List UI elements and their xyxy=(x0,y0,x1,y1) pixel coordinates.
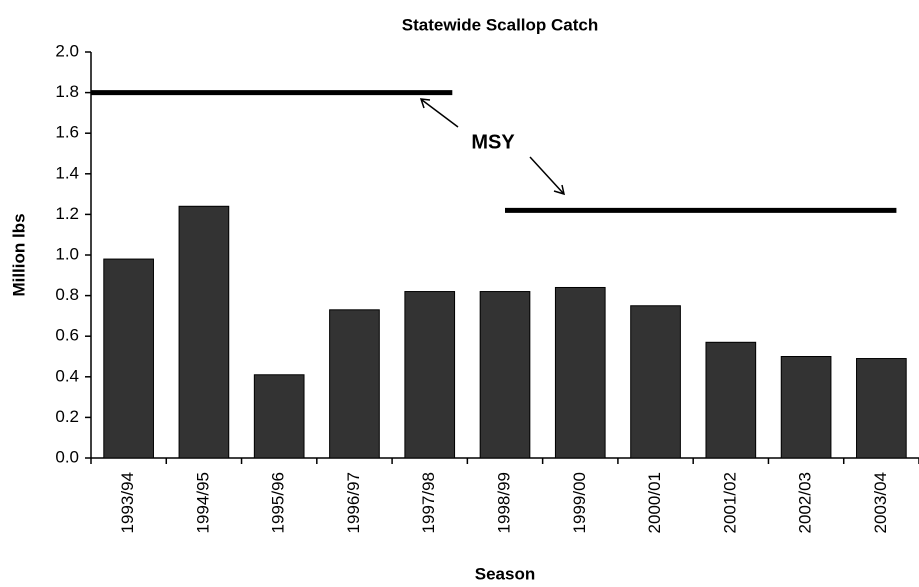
x-tick-label: 1995/96 xyxy=(269,472,288,533)
y-tick-label: 0.4 xyxy=(55,366,79,385)
x-tick-label: 1999/00 xyxy=(570,472,589,533)
y-axis-label: Million lbs xyxy=(9,213,28,296)
y-tick-label: 1.8 xyxy=(55,82,79,101)
bar xyxy=(178,205,230,459)
x-tick-label: 1993/94 xyxy=(118,472,137,533)
x-tick-label: 1997/98 xyxy=(419,472,438,533)
x-tick-label: 1998/99 xyxy=(494,472,513,533)
y-tick-label: 1.4 xyxy=(55,163,79,182)
chart-title: Statewide Scallop Catch xyxy=(402,15,599,34)
bar xyxy=(479,291,531,459)
bar xyxy=(404,291,456,459)
y-tick-label: 1.6 xyxy=(55,123,79,142)
y-tick-label: 0.6 xyxy=(55,326,79,345)
y-tick-label: 1.2 xyxy=(55,204,79,223)
x-tick-label: 2003/04 xyxy=(871,472,890,533)
arrow-head xyxy=(419,98,431,109)
y-tick-label: 0.0 xyxy=(55,447,79,466)
annotation: MSY xyxy=(471,131,515,153)
bar xyxy=(630,305,681,459)
y-tick-label: 2.0 xyxy=(55,41,79,60)
bar xyxy=(705,341,757,459)
y-tick-label: 0.2 xyxy=(55,407,79,426)
arrows xyxy=(419,98,566,196)
y-tick-label: 0.8 xyxy=(55,285,79,304)
x-tick-label: 1994/95 xyxy=(193,472,212,533)
y-tick-label: 1.0 xyxy=(55,244,79,263)
arrow xyxy=(529,156,564,194)
bar xyxy=(329,309,380,459)
x-tick-label: 2000/01 xyxy=(645,472,664,533)
bar xyxy=(253,374,305,459)
arrow xyxy=(421,99,459,128)
arrow-head xyxy=(553,184,566,196)
x-tick-label: 1996/97 xyxy=(344,472,363,533)
bar xyxy=(554,286,606,459)
bar xyxy=(856,358,907,459)
x-tick-label: 2001/02 xyxy=(720,472,739,533)
bar xyxy=(780,356,832,459)
bar xyxy=(103,258,154,459)
x-axis-label: Season xyxy=(475,564,535,583)
x-tick-label: 2002/03 xyxy=(796,472,815,533)
